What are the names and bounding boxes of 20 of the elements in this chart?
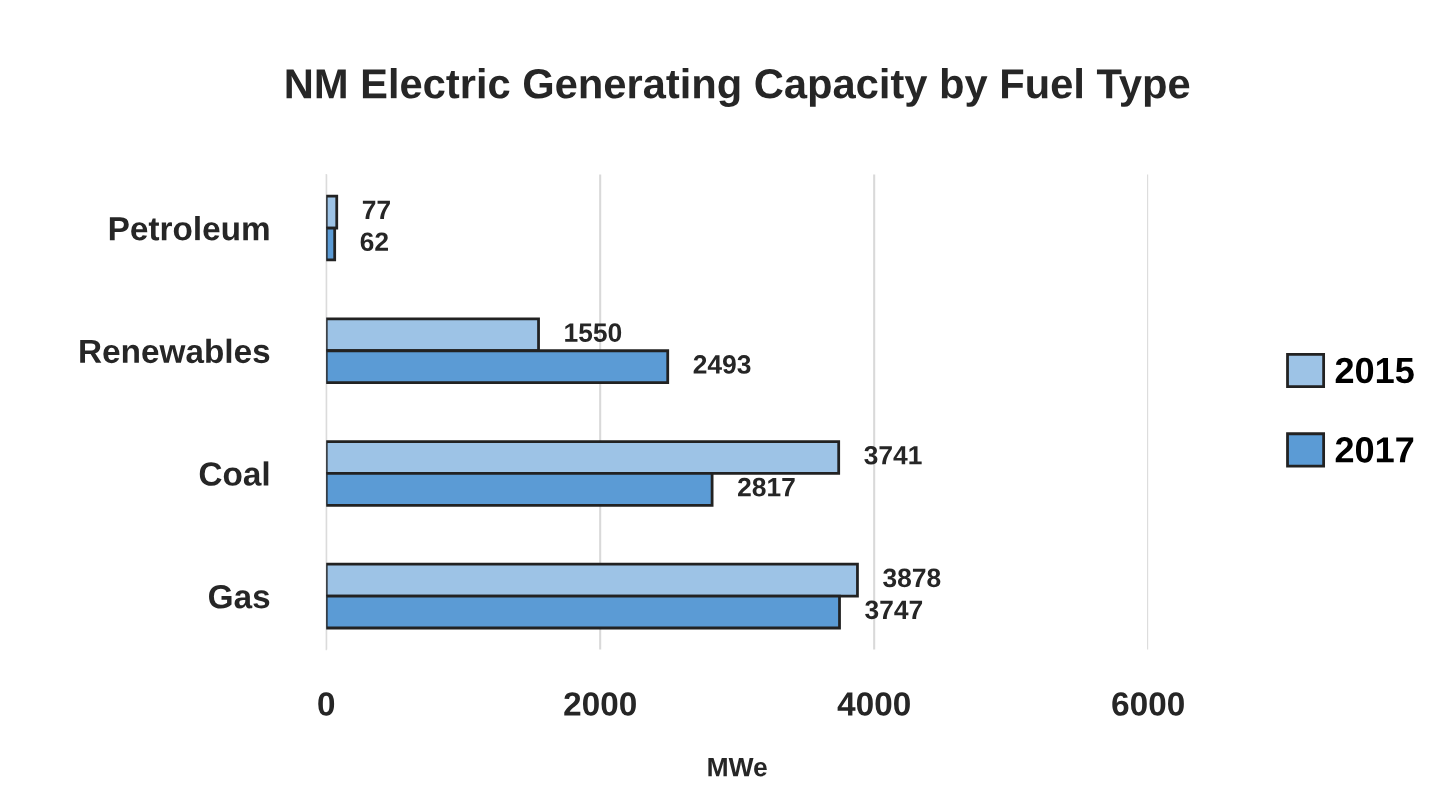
x-tick-label: 0 — [318, 692, 335, 716]
data-label: 3878 — [883, 568, 941, 588]
legend-label: 2015 — [1335, 357, 1414, 384]
y-tick-label: Renewables — [80, 338, 270, 364]
x-tick-label: 2000 — [564, 692, 636, 716]
data-label: 2817 — [738, 477, 795, 497]
data-label: 62 — [360, 232, 388, 252]
legend-label: 2017 — [1335, 437, 1414, 463]
x-tick-label: 6000 — [1112, 692, 1184, 716]
y-tick-label: Coal — [199, 461, 269, 486]
data-label: 3741 — [864, 445, 922, 465]
x-tick-label: 4000 — [837, 692, 910, 716]
y-tick-label: Gas — [209, 584, 270, 609]
data-label: 77 — [362, 200, 390, 219]
data-label: 2493 — [693, 355, 751, 374]
y-tick-label: Petroleum — [109, 215, 269, 241]
x-axis-title: MWe — [708, 758, 767, 777]
data-label: 3747 — [865, 600, 923, 620]
data-label: 1550 — [565, 323, 622, 342]
chart-title: NM Electric Generating Capacity by Fuel Type — [286, 68, 1190, 108]
